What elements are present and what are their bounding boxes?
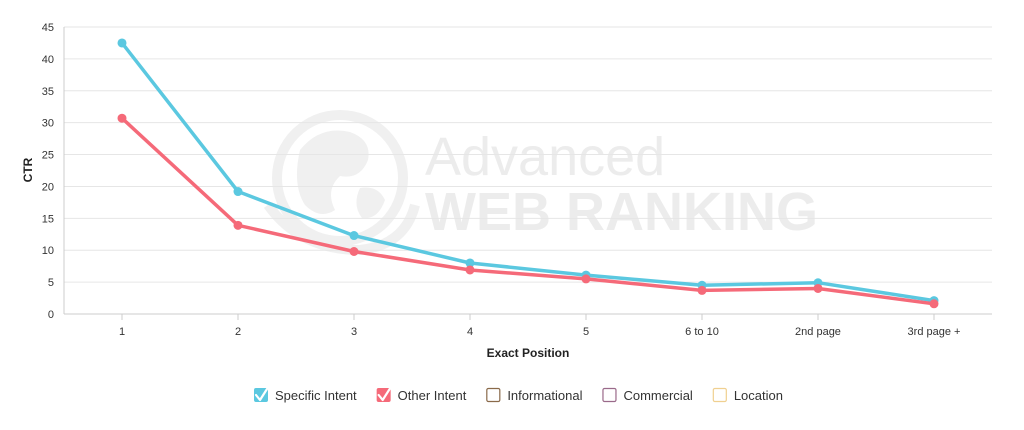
- data-point: [117, 38, 127, 48]
- y-tick-label: 0: [48, 309, 54, 321]
- legend-item-location[interactable]: Location: [712, 387, 783, 403]
- data-point: [813, 283, 823, 293]
- legend-item-other-intent[interactable]: Other Intent: [376, 387, 467, 403]
- data-point: [465, 258, 475, 268]
- watermark-line2: WEB RANKING: [425, 182, 818, 242]
- legend-label: Specific Intent: [275, 388, 357, 403]
- y-axis-title: CTR: [21, 157, 35, 182]
- legend-checkbox-unchecked[interactable]: [712, 387, 727, 403]
- y-tick-label: 10: [42, 245, 54, 257]
- legend-item-specific-intent[interactable]: Specific Intent: [254, 387, 357, 403]
- series-line: [120, 41, 936, 303]
- legend-label: Location: [734, 388, 783, 403]
- y-tick-label: 15: [42, 213, 54, 225]
- x-tick-label: 3: [351, 326, 357, 338]
- x-tick-label: 2nd page: [795, 326, 841, 338]
- legend-item-informational[interactable]: Informational: [486, 387, 583, 403]
- series: [117, 38, 939, 309]
- data-point: [233, 187, 243, 197]
- y-tick-label: 35: [42, 86, 54, 98]
- y-tick-label: 45: [42, 22, 54, 34]
- series-specific-intent: [117, 38, 939, 306]
- x-tick-label: 5: [583, 326, 589, 338]
- x-tick-label: 2: [235, 326, 241, 338]
- legend-label: Commercial: [623, 388, 692, 403]
- legend: Specific Intent Other Intent Informational…: [254, 387, 783, 403]
- globe-icon: [263, 110, 420, 256]
- watermark-line1: Advanced: [425, 127, 665, 187]
- data-point: [929, 299, 939, 309]
- y-tick-label: 25: [42, 150, 54, 162]
- data-point: [697, 285, 707, 295]
- data-point: [349, 231, 359, 241]
- series-other-intent: [117, 113, 939, 309]
- checkmark-icon: [377, 387, 391, 402]
- x-tick-label: 6 to 10: [685, 326, 719, 338]
- y-tick-label: 20: [42, 181, 54, 193]
- data-point: [117, 113, 127, 123]
- legend-checkbox-unchecked[interactable]: [486, 387, 501, 403]
- x-tick-label: 3rd page +: [908, 326, 961, 338]
- legend-label: Informational: [507, 388, 582, 403]
- data-point: [581, 274, 591, 284]
- legend-label: Other Intent: [398, 388, 467, 403]
- data-point: [349, 246, 359, 256]
- checkmark-icon: [254, 387, 269, 402]
- y-tick-label: 5: [48, 277, 54, 289]
- y-tick-label: 30: [42, 118, 54, 130]
- watermark-logo: Advanced WEB RANKING: [263, 110, 818, 256]
- x-axis-title: Exact Position: [487, 346, 570, 360]
- legend-item-commercial[interactable]: Commercial: [602, 387, 693, 403]
- x-tick-label: 1: [119, 326, 125, 338]
- data-point: [233, 220, 243, 230]
- y-tick-label: 40: [42, 54, 54, 66]
- data-point: [465, 265, 475, 275]
- x-tick-label: 4: [467, 326, 473, 338]
- grid: [64, 26, 992, 315]
- series-line: [120, 116, 936, 306]
- legend-checkbox-unchecked[interactable]: [602, 387, 617, 403]
